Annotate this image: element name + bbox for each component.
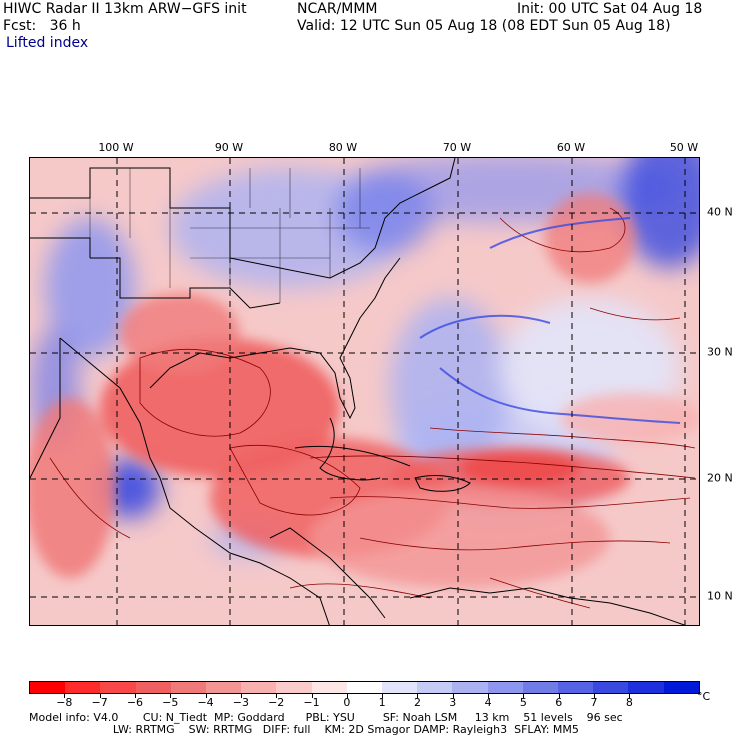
colorbar-tick <box>417 693 419 698</box>
lon-label-80w: 80 W <box>328 141 358 154</box>
li-contours <box>49 207 696 609</box>
lon-label-50w: 50 W <box>669 141 699 154</box>
colorbar-segment <box>628 682 664 693</box>
lon-label-90w: 90 W <box>214 141 244 154</box>
colorbar-tick-label: 4 <box>484 696 492 709</box>
stable-bands <box>419 217 681 424</box>
lat-label-30n: 30 N <box>707 345 733 359</box>
colorbar-segment <box>558 682 594 693</box>
colorbar-segment <box>135 682 171 693</box>
lifted-index-map <box>29 157 700 626</box>
colorbar-tick <box>240 693 242 698</box>
colorbar-tick <box>205 693 207 698</box>
colorbar-unit: °C <box>697 690 711 703</box>
model-info-line1: Model info: V4.0 CU: N_Tiedt MP: Goddard… <box>29 711 623 724</box>
colorbar-tick <box>276 693 278 698</box>
colorbar-tick <box>134 693 136 698</box>
colorbar-tick <box>452 693 454 698</box>
colorbar-tick-label: −5 <box>162 696 179 709</box>
colorbar-segment <box>382 682 418 693</box>
colorbar-segment <box>417 682 453 693</box>
colorbar-segment <box>276 682 312 693</box>
colorbar-segment <box>663 682 699 693</box>
lat-label-20n: 20 N <box>707 471 733 485</box>
colorbar-tick <box>64 693 66 698</box>
colorbar-tick-label: 0 <box>343 696 351 709</box>
colorbar-tick <box>170 693 172 698</box>
lon-label-60w: 60 W <box>556 141 586 154</box>
colorbar-tick <box>346 693 348 698</box>
colorbar-tick-label: 8 <box>625 696 633 709</box>
colorbar-tick <box>488 693 490 698</box>
colorbar-tick <box>558 693 560 698</box>
lon-label-70w: 70 W <box>442 141 472 154</box>
colorbar-tick-label: −8 <box>56 696 73 709</box>
colorbar-segment <box>346 682 383 693</box>
model-title: HIWC Radar II 13km ARW−GFS init <box>3 1 247 17</box>
colorbar-tick-label: −6 <box>126 696 144 709</box>
map-canvas <box>30 158 699 625</box>
colorbar-tick-label: −2 <box>268 696 285 709</box>
colorbar-tick <box>311 693 313 698</box>
model-info-line2: LW: RRTMG SW: RRTMG DIFF: full KM: 2D Sm… <box>29 723 579 736</box>
state-borders <box>89 168 370 303</box>
valid-time: Valid: 12 UTC Sun 05 Aug 18 (08 EDT Sun … <box>297 18 671 34</box>
colorbar-tick-label: 1 <box>378 696 386 709</box>
colorbar-segment <box>100 682 136 693</box>
colorbar-tick <box>629 693 631 698</box>
colorbar-tick-label: −3 <box>232 696 249 709</box>
colorbar-segment <box>30 682 66 693</box>
colorbar-tick-label: −7 <box>91 696 108 709</box>
colorbar-tick <box>594 693 596 698</box>
colorbar-tick-label: −1 <box>303 696 320 709</box>
lat-lon-grid <box>30 158 699 625</box>
lat-label-10n: 10 N <box>707 589 733 603</box>
colorbar-segment <box>487 682 523 693</box>
colorbar-segment <box>206 682 242 693</box>
colorbar-tick-label: 3 <box>449 696 457 709</box>
colorbar-tick-label: 2 <box>413 696 421 709</box>
colorbar-tick-label: 7 <box>590 696 598 709</box>
init-time: Init: 00 UTC Sat 04 Aug 18 <box>517 1 703 17</box>
colorbar-tick <box>99 693 101 698</box>
colorbar-tick <box>523 693 525 698</box>
field-name: Lifted index <box>6 35 89 51</box>
colorbar-segment <box>593 682 629 693</box>
colorbar-tick-label: 6 <box>555 696 563 709</box>
forecast-hour: Fcst: 36 h <box>3 18 81 34</box>
colorbar-segment <box>452 682 488 693</box>
colorbar-segment <box>522 682 559 693</box>
colorbar-segment <box>170 682 207 693</box>
colorbar-segment <box>65 682 101 693</box>
colorbar-tick <box>382 693 384 698</box>
colorbar-segment <box>311 682 347 693</box>
lon-label-100w: 100 W <box>98 141 134 154</box>
colorbar-segment <box>241 682 277 693</box>
colorbar-tick-label: −4 <box>197 696 214 709</box>
org-label: NCAR/MMM <box>297 1 378 17</box>
colorbar-tick-label: 5 <box>519 696 527 709</box>
colorbar <box>29 681 700 694</box>
lat-label-40n: 40 N <box>707 205 733 219</box>
